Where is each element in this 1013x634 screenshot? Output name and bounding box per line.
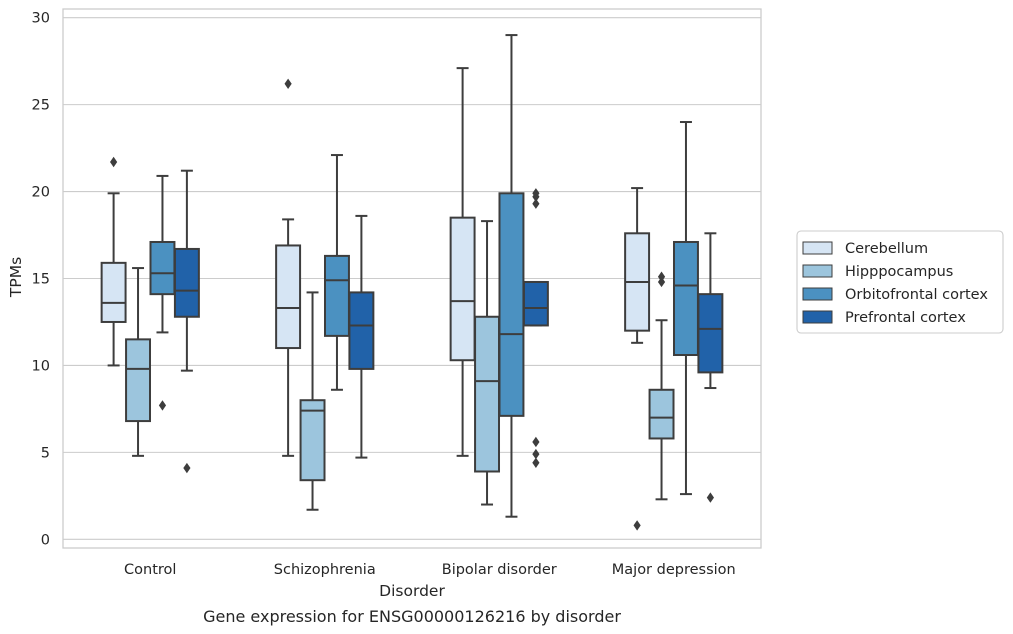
box-body — [449, 216, 476, 362]
box-plots — [100, 34, 724, 531]
outlier-point — [657, 271, 666, 282]
outlier-point — [532, 448, 540, 460]
box-body — [173, 247, 200, 318]
box-body — [697, 293, 724, 374]
legend-label-orbitofrontal-cortex: Orbitofrontal cortex — [845, 287, 988, 303]
y-tick-label: 0 — [41, 532, 50, 548]
legend-swatch-prefrontal-cortex — [802, 310, 833, 324]
box-body — [100, 261, 127, 323]
box-hipppocampus-schizophrenia — [299, 291, 326, 511]
legend-label-cerebellum: Cerebellum — [845, 241, 928, 257]
x-tick-labels: Control Schizophrenia Bipolar disorder Majo… — [124, 562, 736, 578]
box-body — [275, 244, 302, 350]
box-prefrontal-cortex-schizophrenia — [348, 214, 375, 459]
box-cerebellum-control — [100, 156, 127, 367]
x-tick-label: Major depression — [612, 562, 736, 578]
x-tick-label: Bipolar disorder — [442, 562, 557, 578]
y-tick-label: 5 — [41, 445, 50, 461]
outlier-point — [158, 400, 167, 411]
x-tick-label: Schizophrenia — [274, 562, 376, 578]
box-hipppocampus-major-depression — [648, 271, 675, 501]
box-orbitofrontal-cortex-bipolar-disorder — [498, 34, 525, 518]
box-prefrontal-cortex-bipolar-disorder — [522, 188, 549, 469]
legend-frame — [796, 230, 1004, 334]
box-body — [299, 399, 326, 482]
outlier-point — [110, 156, 118, 168]
y-tick-label: 15 — [32, 272, 50, 288]
y-tick-label: 10 — [32, 358, 50, 374]
outlier-point — [284, 78, 292, 89]
box-cerebellum-major-depression — [624, 187, 651, 531]
outlier-point — [657, 276, 666, 288]
chart-caption: Gene expression for ENSG00000126216 by d… — [203, 607, 621, 626]
x-tick-label: Control — [124, 562, 176, 578]
box-body — [474, 315, 501, 473]
box-body — [648, 388, 675, 440]
legend-label-prefrontal-cortex: Prefrontal cortex — [845, 310, 966, 326]
box-body — [149, 240, 176, 296]
legend-label-hipppocampus: Hipppocampus — [845, 264, 953, 280]
box-body — [498, 192, 525, 417]
outlier-point — [532, 457, 540, 469]
box-hipppocampus-bipolar-disorder — [474, 220, 501, 506]
legend-swatch-orbitofrontal-cortex — [802, 287, 833, 301]
box-body — [323, 254, 350, 337]
outlier-point — [183, 462, 191, 474]
outlier-point — [532, 436, 540, 448]
y-tick-label: 20 — [32, 185, 50, 201]
box-body — [348, 291, 375, 370]
box-body — [125, 338, 152, 423]
legend-swatch-cerebellum — [802, 241, 833, 255]
x-axis-label: Disorder — [379, 582, 445, 600]
box-prefrontal-cortex-major-depression — [697, 232, 724, 503]
box-orbitofrontal-cortex-schizophrenia — [323, 154, 350, 391]
outlier-point — [633, 520, 641, 531]
box-orbitofrontal-cortex-control — [149, 174, 176, 411]
legend: Cerebellum Hipppocampus Orbitofrontal cort… — [796, 230, 1004, 334]
y-tick-label: 25 — [32, 98, 50, 114]
box-body — [522, 280, 549, 327]
y-tick-labels: 0 5 10 15 20 25 30 — [32, 11, 50, 549]
outlier-point — [706, 492, 714, 503]
outlier-point — [532, 188, 540, 199]
box-cerebellum-bipolar-disorder — [449, 67, 476, 457]
outlier-point — [532, 198, 540, 209]
box-cerebellum-schizophrenia — [275, 78, 302, 457]
plot-frame — [62, 8, 762, 549]
box-body — [672, 240, 699, 357]
legend-swatch-hipppocampus — [802, 264, 833, 278]
box-prefrontal-cortex-control — [173, 169, 200, 474]
box-orbitofrontal-cortex-major-depression — [672, 121, 699, 496]
y-tick-label: 30 — [32, 11, 50, 27]
box-hipppocampus-control — [125, 267, 152, 457]
y-axis-label: TPMs — [7, 257, 25, 298]
